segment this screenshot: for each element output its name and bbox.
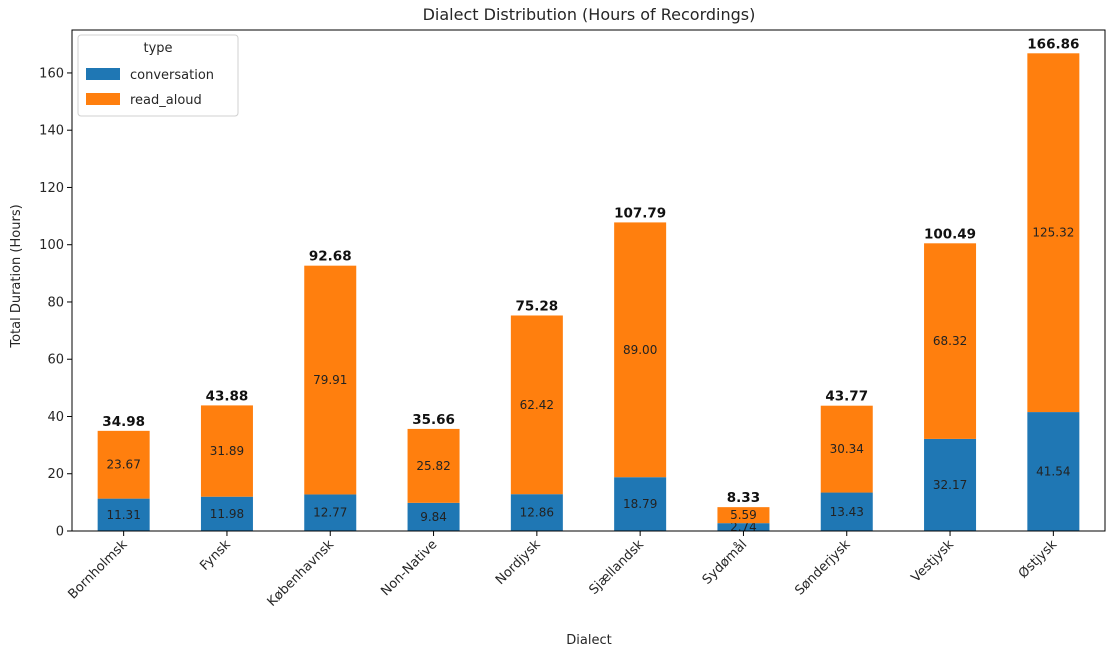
bar-read-aloud [614,222,667,478]
y-tick-label: 160 [39,66,64,81]
y-tick-label: 80 [47,295,64,310]
total-value-label: 107.79 [614,205,666,221]
segment-value-label: 31.89 [210,444,244,458]
legend-swatch-conversation [86,68,120,80]
total-value-label: 43.77 [825,389,868,405]
legend-title: type [143,41,172,56]
bar-read-aloud [510,315,563,495]
segment-value-label: 13.43 [830,505,864,519]
y-tick-label: 60 [47,353,64,368]
total-value-label: 92.68 [309,249,352,265]
total-value-label: 43.88 [206,388,249,404]
x-tick-label: Non-Native [378,537,440,599]
legend: type conversation read_aloud [77,34,239,117]
legend-label-conversation: conversation [130,68,214,83]
total-value-label: 75.28 [515,298,558,314]
segment-value-label: 32.17 [933,478,967,492]
y-tick-label: 20 [47,467,64,482]
total-value-label: 100.49 [924,226,976,242]
segment-value-label: 30.34 [830,442,864,456]
legend-label-read-aloud: read_aloud [130,93,202,108]
segment-value-label: 62.42 [520,398,554,412]
bar-conversation [614,477,667,531]
bar-conversation [97,498,150,531]
segment-value-label: 11.98 [210,507,244,521]
segment-value-label: 12.77 [313,506,347,520]
y-tick-label: 100 [39,238,64,253]
x-tick-label: Sjællandsk [586,537,647,598]
bar-read-aloud [97,430,150,499]
y-tick-label: 0 [56,525,64,540]
x-tick-label: Nordjysk [493,537,544,588]
x-tick-label: Sønderjysk [792,537,854,599]
bar-conversation [510,494,563,531]
x-tick-label: Københavnsk [265,537,338,610]
y-tick-label: 120 [39,181,64,196]
bar-conversation [924,438,977,531]
x-tick-label: Vestjysk [909,537,958,586]
segment-value-label: 23.67 [106,458,140,472]
total-value-label: 35.66 [412,412,455,428]
x-tick-label: Fynsk [197,537,234,574]
x-tick-label: Bornholmsk [65,537,130,602]
legend-swatch-read-aloud [86,93,120,105]
bar-conversation [717,523,770,531]
bar-conversation [820,492,873,531]
bar-read-aloud [407,428,460,503]
bar-read-aloud [820,405,873,493]
y-tick-label: 140 [39,124,64,139]
bar-conversation [1027,412,1080,531]
bar-read-aloud [200,405,253,497]
segment-value-label: 79.91 [313,373,347,387]
segment-value-label: 68.32 [933,334,967,348]
y-axis: 0 20 40 60 80 100 120 140 160 [39,66,72,540]
y-tick-label: 40 [47,410,64,425]
x-tick-label: Sydømål [700,537,750,587]
bar-read-aloud [924,243,977,439]
bar-conversation [304,494,357,531]
x-axis-title: Dialect [566,633,611,648]
bar-read-aloud [1027,53,1080,413]
total-value-label: 166.86 [1027,36,1079,52]
y-axis-title: Total Duration (Hours) [9,204,24,348]
segment-value-label: 125.32 [1032,226,1074,240]
segment-value-label: 89.00 [623,343,657,357]
x-axis: Bornholmsk Fynsk Københavnsk Non-Native Nord… [65,531,1061,610]
x-tick-label: Østjysk [1016,537,1061,582]
segment-value-label: 25.82 [416,459,450,473]
plot-frame [71,29,1106,532]
total-value-label: 34.98 [102,414,145,430]
segment-value-label: 11.31 [106,508,140,522]
segment-value-label: 18.79 [623,497,657,511]
segment-value-label: 9.84 [420,510,447,524]
plot-area: 11.31 23.67 34.98 11.98 31.89 43.88 12.77 79.91… [71,29,1106,534]
chart-title: Dialect Distribution (Hours of Recording… [423,5,756,24]
segment-value-label: 5.59 [730,508,757,522]
segment-value-label: 41.54 [1036,465,1070,479]
segment-value-label: 12.86 [520,506,554,520]
total-value-label: 8.33 [727,490,760,506]
bar-read-aloud [304,265,357,495]
bar-read-aloud [717,507,770,524]
bar-conversation [200,496,253,531]
bar-conversation [407,502,460,531]
